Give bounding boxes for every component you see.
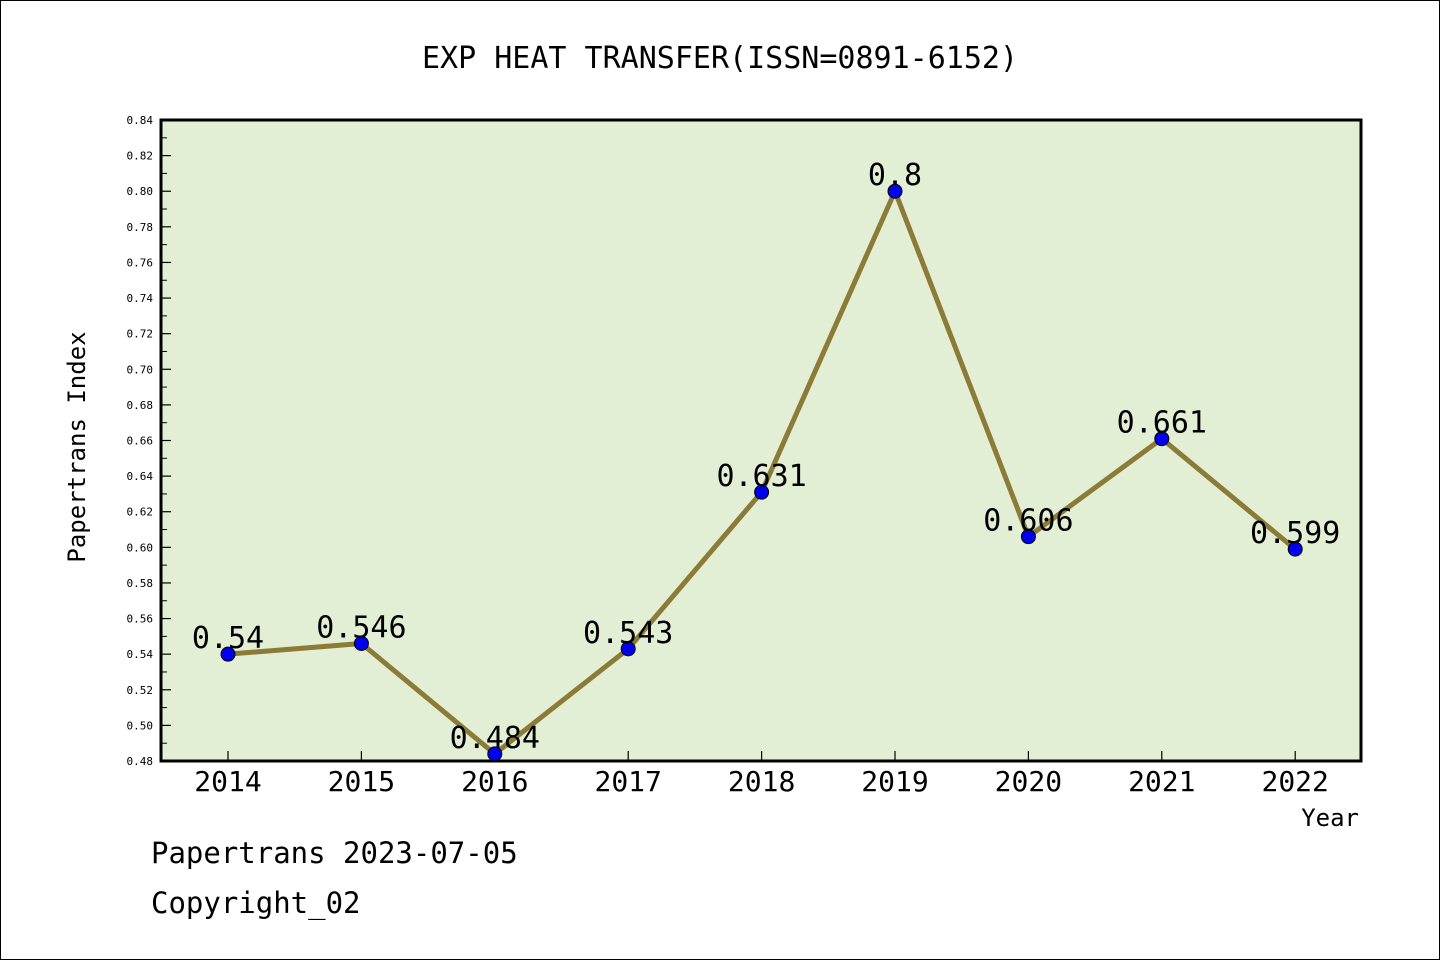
y-tick-label: 0.80 (127, 185, 154, 198)
footer-copyright: Copyright_02 (151, 886, 361, 920)
data-point (620, 641, 636, 657)
x-tick-label: 2016 (461, 765, 528, 798)
x-tick-label: 2019 (861, 765, 928, 798)
x-axis: 2014 2015 2016 2017 2018 2019 2020 2021 2022 (194, 751, 1329, 798)
data-point (1287, 541, 1303, 557)
y-tick-label: 0.66 (127, 435, 154, 448)
chart-title: EXP HEAT TRANSFER(ISSN=0891-6152) (422, 41, 1018, 76)
y-tick-label: 0.52 (127, 684, 154, 697)
data-label: 0.546 (316, 610, 406, 645)
y-tick-label: 0.78 (127, 221, 154, 234)
y-tick-label: 0.64 (127, 470, 154, 483)
y-tick-label: 0.60 (127, 541, 154, 554)
y-tick-label: 0.56 (127, 613, 154, 626)
y-axis: 0.48 0.50 0.52 0.54 0.56 0.58 0.60 0.62 0.64 0.66… (127, 114, 171, 768)
data-label: 0.543 (583, 616, 673, 651)
data-point (220, 646, 236, 662)
data-label: 0.599 (1250, 516, 1340, 551)
y-tick-label: 0.74 (127, 292, 154, 305)
x-tick-label: 2014 (194, 765, 261, 798)
data-point (1020, 529, 1036, 545)
x-tick-label: 2017 (594, 765, 661, 798)
data-point (887, 183, 903, 199)
data-label: 0.8 (868, 158, 922, 193)
data-label: 0.631 (716, 459, 806, 494)
footer-date: Papertrans 2023-07-05 (151, 836, 518, 870)
y-tick-label: 0.68 (127, 399, 154, 412)
y-tick-label: 0.58 (127, 577, 154, 590)
data-point (1154, 431, 1170, 447)
data-markers (220, 183, 1303, 762)
data-point (754, 484, 770, 500)
x-tick-label: 2018 (728, 765, 795, 798)
x-tick-label: 2015 (328, 765, 395, 798)
x-tick-label: 2020 (995, 765, 1062, 798)
data-labels: 0.54 0.546 0.484 0.543 0.631 0.8 0.606 0.661 0.5… (192, 158, 1340, 756)
data-label: 0.484 (450, 721, 540, 756)
data-point (487, 746, 503, 762)
data-label: 0.661 (1117, 406, 1207, 441)
y-tick-label: 0.82 (127, 150, 154, 163)
y-tick-label: 0.72 (127, 328, 154, 341)
y-tick-label: 0.70 (127, 363, 154, 376)
x-tick-label: 2021 (1128, 765, 1195, 798)
y-tick-label: 0.76 (127, 256, 154, 269)
y-tick-label: 0.62 (127, 506, 154, 519)
y-tick-label: 0.84 (127, 114, 154, 127)
data-label: 0.606 (983, 504, 1073, 539)
data-point (353, 635, 369, 651)
y-tick-label: 0.48 (127, 755, 154, 768)
x-tick-label: 2022 (1261, 765, 1328, 798)
x-axis-label: Year (1301, 804, 1359, 832)
y-tick-label: 0.54 (127, 648, 154, 661)
y-axis-label: Papertrans Index (63, 331, 91, 562)
data-label: 0.54 (192, 621, 264, 656)
y-tick-label: 0.50 (127, 719, 154, 732)
